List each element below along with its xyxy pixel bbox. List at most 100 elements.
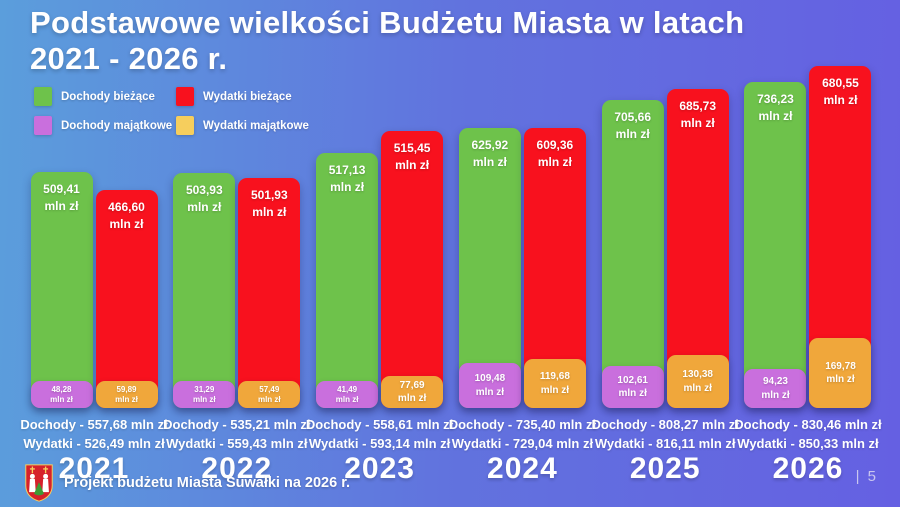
bar-pair-2023: 517,13 mln zł 41,49 mln zł 515,45 mln zł 77,69…: [316, 62, 444, 408]
bar-value: 625,92: [471, 138, 509, 152]
bar-value: 609,36: [536, 138, 574, 152]
bar-value: 102,61: [617, 374, 648, 386]
dochody-total-2025: Dochody - 808,27 mln zł: [591, 417, 739, 432]
year-label-2024: 2024: [487, 452, 558, 485]
bar-wydatki-majatkowe-2024: 119,68 mln zł: [523, 359, 586, 408]
footer-text: Projekt budżetu Miasta Suwałki na 2026 r…: [64, 475, 351, 491]
dochody-column-2023: 517,13 mln zł 41,49 mln zł: [316, 153, 379, 408]
bar-value: 77,69: [399, 379, 425, 391]
bar-value: 57,49: [259, 384, 280, 394]
legend-item-wydatki-biezace: Wydatki bieżące: [176, 87, 352, 106]
wydatki-column-2026: 680,55 mln zł 169,78 mln zł: [809, 66, 872, 408]
year-group-2025: 705,66 mln zł 102,61 mln zł 685,73 mln zł 130,…: [592, 62, 739, 486]
legend-swatch-icon-wydatki-biezace: [176, 87, 194, 106]
dochody-total-2022: Dochody - 535,21 mln zł: [163, 417, 311, 432]
bar-unit: mln zł: [50, 394, 73, 404]
wydatki-column-2024: 609,36 mln zł 119,68 mln zł: [523, 128, 586, 408]
year-label-2026: 2026: [772, 452, 844, 485]
dochody-total-2023: Dochody - 558,61 mln zł: [305, 417, 454, 432]
legend-swatch-icon-wydatki-majatkowe: [176, 116, 194, 135]
bar-dochody-biezace-2024: 625,92 mln zł: [458, 128, 521, 408]
dochody-column-2024: 625,92 mln zł 109,48 mln zł: [458, 128, 521, 408]
bar-value: 705,66: [614, 110, 652, 124]
bar-unit: mln zł: [472, 155, 507, 170]
bar-unit: mln zł: [109, 217, 144, 232]
bar-wydatki-biezace-2022: 501,93 mln zł: [238, 178, 301, 408]
wydatki-column-2021: 466,60 mln zł 59,89 mln zł: [95, 190, 158, 408]
bar-unit: mln zł: [44, 199, 79, 214]
bar-value: 94,23: [762, 376, 788, 387]
bar-unit: mln zł: [187, 200, 222, 215]
legend: Dochody bieżące Wydatki bieżące Dochody ma…: [34, 87, 352, 135]
bar-dochody-biezace-2025: 705,66 mln zł: [601, 100, 664, 408]
year-group-2022: 503,93 mln zł 31,29 mln zł 501,93 mln zł 57,49…: [163, 62, 310, 486]
bar-pair-2026: 736,23 mln zł 94,23 mln zł 680,55 mln zł 169,7…: [744, 62, 872, 408]
dochody-column-2026: 736,23 mln zł 94,23 mln zł: [744, 82, 807, 408]
legend-item-dochody-majatkowe: Dochody majątkowe: [34, 116, 176, 135]
bar-unit: mln zł: [537, 155, 572, 170]
bar-value: 41,49: [337, 384, 358, 394]
bar-value: 169,78: [825, 360, 856, 372]
bar-unit: mln zł: [475, 386, 505, 398]
year-group-2024: 625,92 mln zł 109,48 mln zł 609,36 mln zł 119,…: [449, 62, 596, 486]
bar-dochody-majatkowe-2021: 48,28 mln zł: [30, 381, 93, 408]
bar-unit: mln zł: [618, 388, 647, 399]
bar-value: 515,45: [393, 141, 431, 155]
bar-dochody-majatkowe-2023: 41,49 mln zł: [316, 381, 379, 408]
bar-unit: mln zł: [330, 180, 365, 195]
wydatki-total-2023: Wydatki - 593,14 mln zł: [308, 436, 451, 451]
bar-unit: mln zł: [115, 394, 138, 404]
wydatki-total-2021: Wydatki - 526,49 mln zł: [23, 436, 165, 451]
bar-wydatki-majatkowe-2022: 57,49 mln zł: [238, 381, 301, 408]
bar-wydatki-biezace-2021: 466,60 mln zł: [95, 190, 158, 408]
bar-value: 509,41: [43, 182, 80, 196]
bar-unit: mln zł: [257, 394, 281, 404]
bar-value: 31,29: [194, 384, 215, 394]
bar-pair-2024: 625,92 mln zł 109,48 mln zł 609,36 mln zł 119,…: [458, 62, 586, 408]
page-number: | 5: [855, 468, 878, 485]
dochody-total-2024: Dochody - 735,40 mln zł: [448, 417, 597, 432]
wydatki-total-2022: Wydatki - 559,43 mln zł: [166, 436, 308, 451]
bar-wydatki-majatkowe-2021: 59,89 mln zł: [95, 381, 158, 408]
bar-value: 680,55: [822, 76, 859, 90]
dochody-column-2022: 503,93 mln zł 31,29 mln zł: [173, 173, 236, 408]
year-label-2021: 2021: [58, 452, 130, 485]
bar-unit: mln zł: [680, 116, 715, 131]
bar-value: 119,68: [539, 371, 570, 382]
legend-item-dochody-biezace: Dochody bieżące: [34, 87, 176, 106]
legend-swatch-icon-dochody-biezace: [34, 87, 52, 106]
bar-dochody-majatkowe-2024: 109,48 mln zł: [458, 363, 521, 408]
dochody-column-2025: 705,66 mln zł 102,61 mln zł: [601, 100, 664, 408]
bar-value: 130,38: [682, 369, 713, 380]
legend-swatch-icon-dochody-majatkowe: [34, 116, 52, 135]
bar-unit: mln zł: [758, 109, 793, 124]
bar-unit: mln zł: [335, 394, 359, 404]
bar-unit: mln zł: [761, 389, 790, 401]
year-group-2026: 736,23 mln zł 94,23 mln zł 680,55 mln zł 169,7…: [734, 62, 882, 486]
bar-value: 736,23: [757, 92, 794, 106]
wydatki-total-2025: Wydatki - 816,11 mln zł: [594, 436, 736, 451]
bar-unit: mln zł: [252, 205, 287, 220]
bar-dochody-biezace-2021: 509,41 mln zł: [30, 172, 93, 408]
bar-dochody-majatkowe-2022: 31,29 mln zł: [173, 381, 236, 408]
page-title-line1: Podstawowe wielkości Budżetu Miasta w la…: [30, 5, 745, 40]
bar-unit: mln zł: [192, 394, 216, 404]
year-group-2023: 517,13 mln zł 41,49 mln zł 515,45 mln zł 77,69…: [306, 62, 453, 486]
bar-value: 685,73: [679, 99, 717, 113]
bar-unit: mln zł: [540, 384, 570, 396]
bar-unit: mln zł: [826, 374, 855, 385]
bar-dochody-biezace-2026: 736,23 mln zł: [744, 82, 807, 408]
wydatki-column-2022: 501,93 mln zł 57,49 mln zł: [238, 178, 301, 408]
bar-value: 109,48: [474, 373, 506, 384]
bar-pair-2025: 705,66 mln zł 102,61 mln zł 685,73 mln zł 130,…: [601, 62, 729, 408]
year-label-2022: 2022: [201, 452, 273, 485]
legend-label-dochody-biezace: Dochody bieżące: [61, 90, 155, 103]
bar-dochody-majatkowe-2026: 94,23 mln zł: [744, 369, 807, 408]
wydatki-column-2025: 685,73 mln zł 130,38 mln zł: [666, 89, 729, 408]
bar-dochody-majatkowe-2025: 102,61 mln zł: [601, 366, 664, 408]
wydatki-total-2026: Wydatki - 850,33 mln zł: [737, 436, 879, 451]
bar-value: 466,60: [108, 200, 145, 214]
year-label-2025: 2025: [629, 452, 701, 485]
budget-bar-chart: 509,41 mln zł 48,28 mln zł 466,60 mln zł 59,89…: [20, 62, 882, 486]
